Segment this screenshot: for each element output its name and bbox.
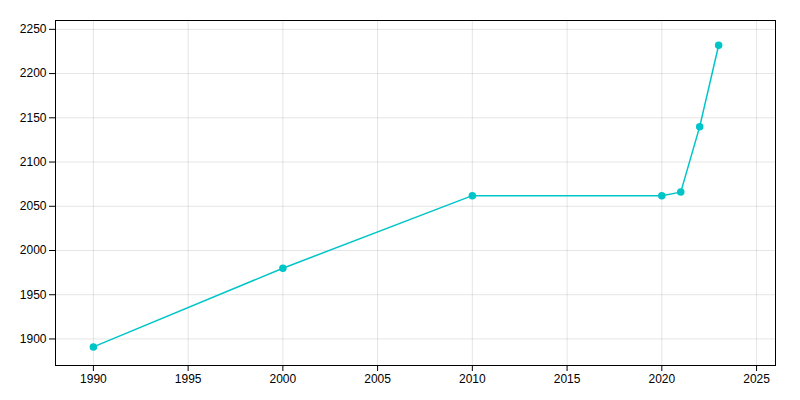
svg-text:2100: 2100	[20, 155, 47, 169]
svg-text:1990: 1990	[80, 372, 107, 386]
svg-text:2150: 2150	[20, 111, 47, 125]
svg-text:2025: 2025	[743, 372, 770, 386]
svg-text:2010: 2010	[459, 372, 486, 386]
svg-text:2000: 2000	[270, 372, 297, 386]
svg-text:2005: 2005	[364, 372, 391, 386]
svg-text:2050: 2050	[20, 199, 47, 213]
svg-text:1900: 1900	[20, 332, 47, 346]
svg-text:1950: 1950	[20, 288, 47, 302]
svg-text:2020: 2020	[648, 372, 675, 386]
svg-text:1995: 1995	[175, 372, 202, 386]
svg-text:2250: 2250	[20, 22, 47, 36]
svg-text:2000: 2000	[20, 243, 47, 257]
svg-text:2015: 2015	[554, 372, 581, 386]
svg-text:2200: 2200	[20, 66, 47, 80]
